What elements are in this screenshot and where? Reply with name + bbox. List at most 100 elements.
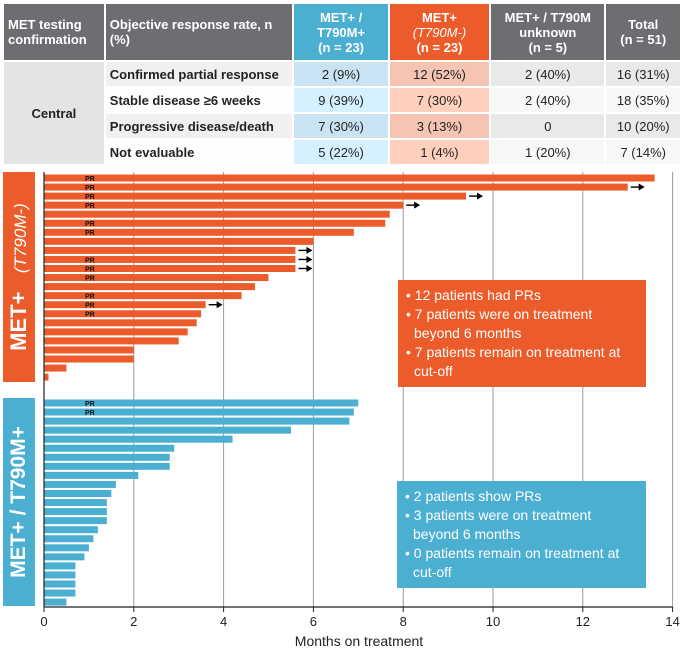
- callout-met-t790m-neg: 12 patients had PRs 7 patients were on t…: [398, 280, 646, 387]
- x-axis-label: Months on treatment: [295, 633, 424, 649]
- cell-d: 7 (14%): [606, 140, 680, 164]
- pr-label: PR: [85, 221, 95, 228]
- cell-a: 5 (22%): [294, 140, 388, 164]
- x-tick-label: 12: [576, 614, 590, 629]
- row-label: Stable disease ≥6 weeks: [105, 88, 293, 112]
- group-central: Central: [4, 62, 104, 164]
- header-a-line1: MET+ /: [319, 9, 363, 25]
- bar: [44, 192, 467, 200]
- x-tick-label: 10: [486, 614, 500, 629]
- bars-layer: PR PR PR PR PR PR PR PR PR PR PR PR PR PR: [44, 174, 655, 606]
- cell-d: 18 (35%): [606, 88, 680, 112]
- x-tick-label: 6: [310, 614, 317, 629]
- table-row: Not evaluable 5 (22%) 1 (4%) 1 (20%) 7 (…: [4, 140, 680, 164]
- bar: [44, 246, 296, 254]
- row-label: Confirmed partial response: [105, 62, 293, 86]
- bar: [44, 328, 188, 336]
- group-label-main: MET+: [6, 291, 31, 351]
- bar: [44, 517, 107, 525]
- header-met-t790m-pos: MET+ / T790M+ (n = 23): [294, 4, 388, 60]
- bar: [44, 346, 134, 354]
- header-met-t790m-neg: MET+ (T790M-) (n = 23): [389, 4, 490, 60]
- header-a-n: (n = 23): [318, 39, 364, 55]
- bar: [44, 283, 256, 291]
- bar: [44, 399, 359, 407]
- cell-a: 9 (39%): [294, 88, 388, 112]
- ongoing-arrow-head: [306, 265, 313, 272]
- bar: [44, 499, 107, 507]
- callout-item: 7 patients remain on treatment at cut-of…: [406, 343, 638, 381]
- pr-label: PR: [85, 230, 95, 237]
- ongoing-arrow-head: [306, 246, 313, 254]
- pr-label: PR: [85, 401, 95, 408]
- header-orr: Objective response rate, n (%): [105, 4, 293, 60]
- cell-c: 2 (40%): [491, 62, 605, 86]
- pr-label: PR: [85, 176, 95, 183]
- bar: [44, 535, 94, 543]
- bar: [44, 319, 197, 327]
- header-c-line1: MET+ / T790M: [504, 9, 591, 25]
- cell-d: 10 (20%): [606, 114, 680, 138]
- pr-label: PR: [85, 410, 95, 417]
- cell-b: 7 (30%): [389, 88, 490, 112]
- callout-item: 2 patients show PRs: [405, 487, 638, 506]
- group-label-met-t790m-neg: MET+ (T790M-): [3, 172, 35, 382]
- header-b-n: (n = 23): [416, 39, 463, 55]
- bar: [44, 553, 85, 561]
- pr-label: PR: [85, 275, 95, 282]
- ongoing-arrow-head: [477, 192, 484, 200]
- bar: [44, 292, 242, 300]
- bar: [44, 219, 386, 227]
- header-met-t790m-unknown: MET+ / T790M unknown (n = 5): [491, 4, 605, 60]
- callout-item: 7 patients were on treatment beyond 6 mo…: [406, 305, 638, 343]
- table-row: Stable disease ≥6 weeks 9 (39%) 7 (30%) …: [4, 88, 680, 112]
- x-tick-label: 4: [220, 614, 227, 629]
- header-d-line1: Total: [628, 17, 659, 32]
- bar: [44, 580, 76, 588]
- header-c-n: (n = 5): [528, 39, 568, 55]
- cell-c: 1 (20%): [491, 140, 605, 164]
- ongoing-arrow-head: [306, 255, 313, 263]
- bar: [44, 373, 49, 381]
- x-tick-label: 0: [40, 614, 47, 629]
- bar: [44, 408, 354, 416]
- cell-c: 0: [491, 114, 605, 138]
- bar: [44, 237, 314, 245]
- cell-b: 12 (52%): [389, 62, 490, 86]
- bar: [44, 337, 179, 345]
- header-b-line1: MET+: [421, 9, 457, 25]
- group-label-bottom: MET+ / T790M+: [7, 426, 30, 578]
- header-c-line2: unknown: [519, 24, 577, 40]
- bar: [44, 562, 76, 570]
- bar: [44, 490, 112, 497]
- bar: [44, 462, 170, 470]
- bar: [44, 444, 175, 452]
- pr-label: PR: [85, 303, 95, 310]
- bar: [44, 544, 89, 552]
- ongoing-arrow-head: [216, 301, 223, 309]
- pr-label: PR: [85, 293, 95, 300]
- group-label-met-t790m-pos: MET+ / T790M+: [3, 398, 35, 606]
- pr-label: PR: [85, 312, 95, 319]
- bar: [44, 183, 628, 191]
- row-label: Progressive disease/death: [105, 114, 293, 138]
- bar: [44, 310, 202, 318]
- callout-met-t790m-pos: 2 patients show PRs 3 patients were on t…: [397, 481, 646, 588]
- header-d-n: (n = 51): [620, 32, 667, 47]
- pr-label: PR: [85, 185, 95, 192]
- x-tick-label: 8: [400, 614, 407, 629]
- callout-item: 12 patients had PRs: [406, 286, 638, 305]
- bar: [44, 508, 107, 516]
- bar: [44, 265, 296, 272]
- table-row: Central Confirmed partial response 2 (9%…: [4, 62, 680, 164]
- bar: [44, 301, 206, 309]
- pr-label: PR: [85, 203, 95, 210]
- group-label-sub: (T790M-): [11, 203, 30, 274]
- callout-item: 0 patients remain on treatment at cut-of…: [405, 544, 638, 582]
- pr-label: PR: [85, 194, 95, 201]
- cell-b: 1 (4%): [389, 140, 490, 164]
- bar: [44, 471, 139, 479]
- bar: [44, 274, 269, 282]
- response-table: MET testing confirmation Objective respo…: [2, 2, 682, 166]
- bar: [44, 255, 296, 263]
